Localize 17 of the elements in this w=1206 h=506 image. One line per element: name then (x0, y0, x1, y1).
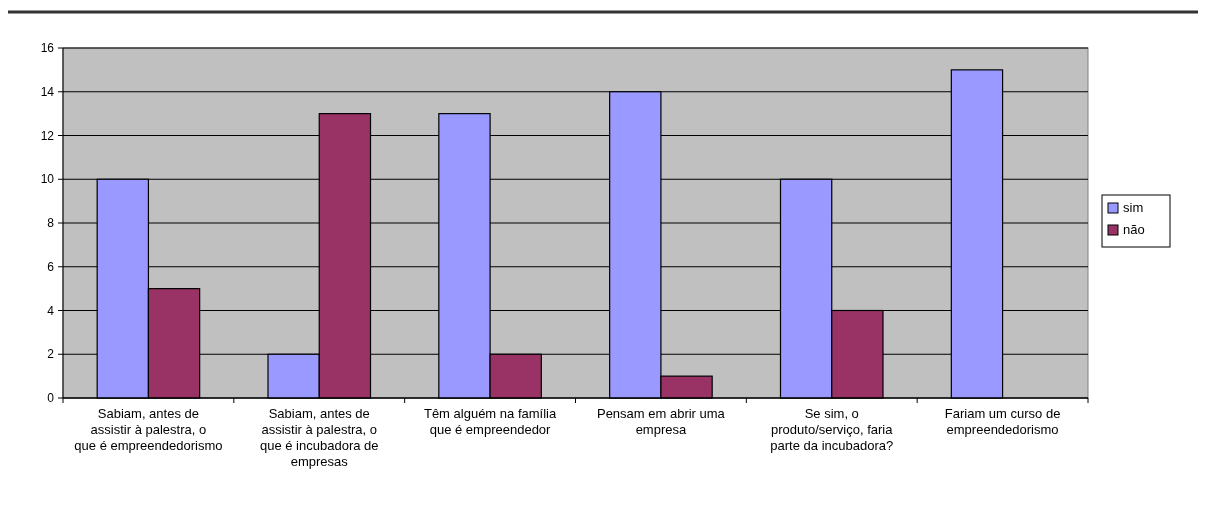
legend-label: sim (1123, 200, 1144, 215)
x-tick-label: Se sim, o produto/serviço, faria parte da incubadora? (770, 406, 894, 453)
y-tick-label: 2 (47, 347, 55, 362)
y-tick-label: 12 (40, 128, 55, 143)
y-tick-label: 8 (47, 216, 55, 231)
x-tick-label: Sabiam, antes de assistir à palestra, o que é empreendedorismo (74, 406, 223, 453)
x-tick-label: Sabiam, antes de assistir à palestra, o que é incubadora de empresas (259, 406, 379, 469)
x-tick-label: Pensam em abrir uma empresa (596, 406, 726, 437)
y-tick-label: 10 (40, 172, 55, 187)
y-tick-label: 4 (47, 303, 55, 318)
y-tick-label: 14 (40, 84, 55, 99)
x-tick-label: Têm alguém na família que é empreendedor (423, 406, 557, 437)
y-tick-label: 0 (47, 391, 55, 406)
y-tick-label: 6 (47, 259, 55, 274)
legend-label: não (1123, 222, 1145, 237)
y-tick-label: 16 (40, 41, 55, 56)
x-tick-label: Fariam um curso de empreendedorismo (944, 406, 1061, 437)
